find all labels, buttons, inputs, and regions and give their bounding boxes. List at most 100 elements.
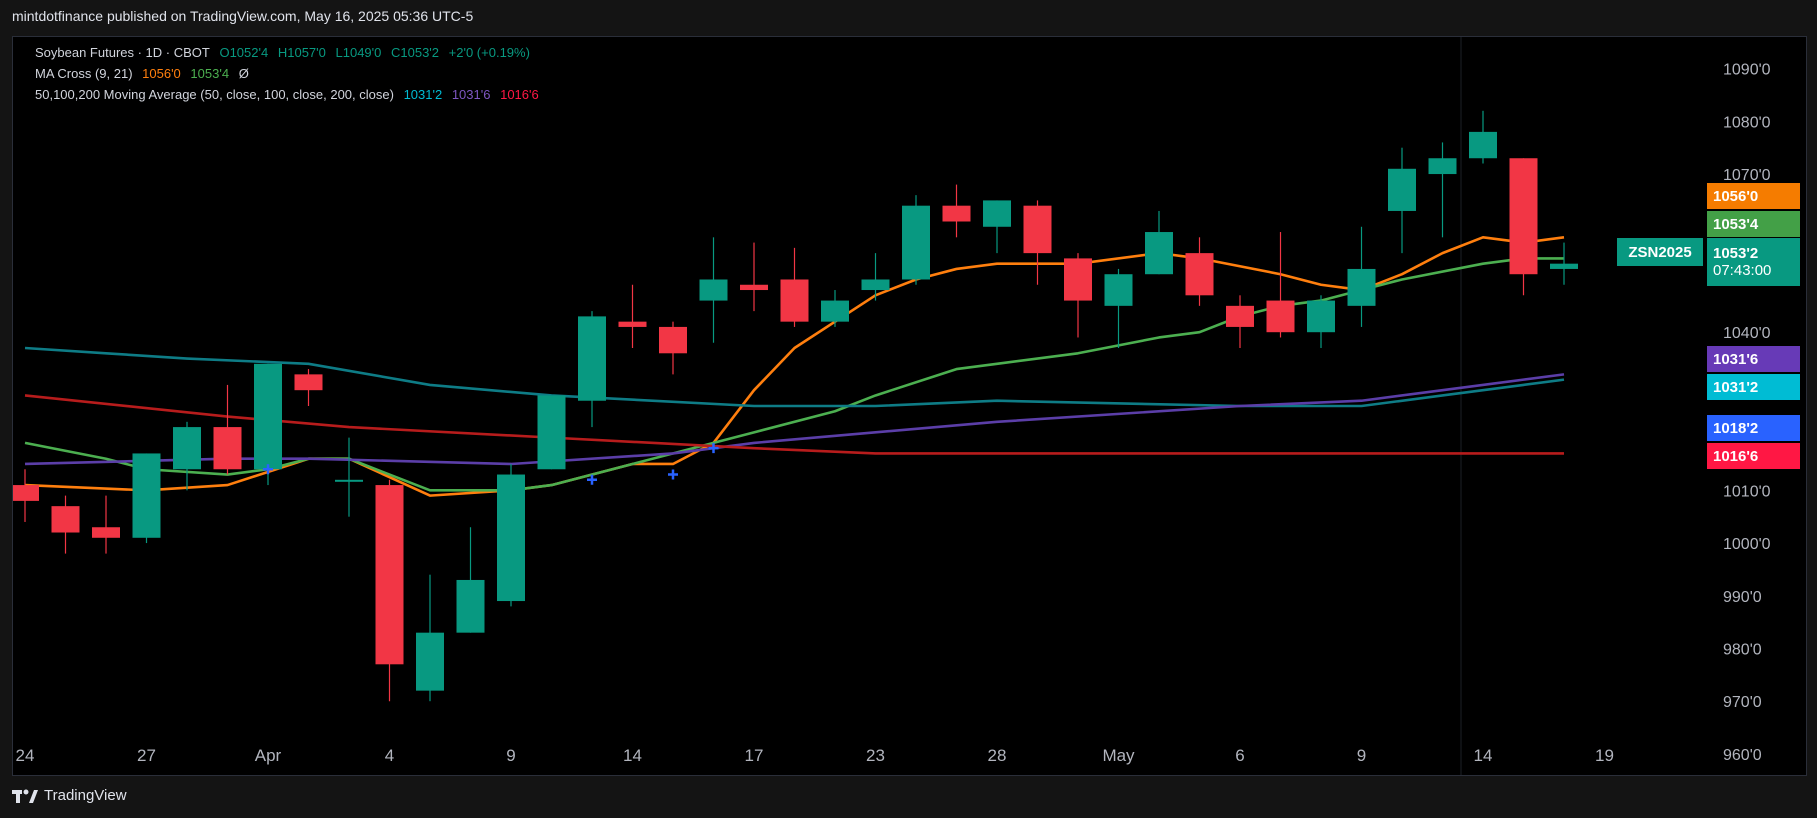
- series-line-ma21: [24, 257, 1564, 492]
- candle-body: [902, 205, 930, 280]
- x-tick-label: 17: [745, 746, 764, 765]
- tradingview-logo-icon: [12, 789, 38, 803]
- candle-body: [983, 200, 1011, 227]
- symbol-tag[interactable]: ZSN2025: [1617, 238, 1703, 266]
- candle-body: [497, 474, 525, 602]
- candle-body: [861, 279, 890, 291]
- candle-body: [132, 453, 161, 538]
- candle-body: [1266, 300, 1295, 333]
- x-tick-label: May: [1102, 746, 1135, 765]
- legend-high: H1057'0: [277, 45, 326, 60]
- footer-brand[interactable]: TradingView: [44, 787, 127, 804]
- legend-ma-v1: 1031'2: [403, 87, 443, 102]
- candle-body: [51, 506, 80, 533]
- candle-body: [1550, 263, 1578, 269]
- y-tick-label: 970'0: [1723, 694, 1762, 711]
- candle-body: [254, 363, 282, 470]
- legend-moving-average-line[interactable]: 50,100,200 Moving Average (50, close, 10…: [35, 87, 545, 102]
- x-tick-label: 19: [1595, 746, 1614, 765]
- candle-body: [659, 326, 687, 354]
- ma-cross-marker: [263, 464, 273, 475]
- candle-body: [780, 279, 809, 322]
- y-tick-label: 960'0: [1723, 747, 1762, 764]
- legend-ma-cross-v3: Ø: [238, 66, 249, 81]
- legend-ma-v2: 1031'6: [451, 87, 491, 102]
- legend-ma-cross-label[interactable]: MA Cross (9, 21): [35, 66, 133, 81]
- candle-body: [1307, 300, 1335, 333]
- legend-ma-cross-v2: 1053'4: [190, 66, 230, 81]
- x-tick-label: 23: [866, 746, 885, 765]
- candle-body: [456, 579, 485, 633]
- legend-ma-cross-line[interactable]: MA Cross (9, 21) 1056'0 1053'4 Ø: [35, 66, 255, 81]
- candle-body: [537, 395, 566, 470]
- ma-cross-marker: [587, 474, 597, 485]
- footer: TradingView: [12, 787, 127, 804]
- candle-body: [1185, 253, 1214, 296]
- candle-body: [92, 527, 120, 538]
- legend-open: O1052'4: [219, 45, 269, 60]
- legend-close: C1053'2: [391, 45, 440, 60]
- candle-body: [821, 300, 849, 322]
- series-line-ma50: [24, 346, 1565, 408]
- candle-body: [1064, 258, 1092, 301]
- candle-body: [578, 316, 606, 401]
- price-tag-ma100: 1031'6: [1707, 346, 1800, 372]
- y-tick-label: 1070'0: [1723, 167, 1771, 184]
- x-tick-label: 14: [1474, 746, 1493, 765]
- legend-ma-label[interactable]: 50,100,200 Moving Average (50, close, 10…: [35, 87, 394, 102]
- price-tag-ma21: 1053'4: [1707, 211, 1800, 237]
- x-tick-label: 27: [137, 746, 156, 765]
- legend-change: +2'0 (+0.19%): [448, 45, 530, 60]
- candle-body: [699, 279, 728, 301]
- candle-body: [13, 485, 39, 501]
- legend-ma-v3: 1016'6: [500, 87, 539, 102]
- chart-svg[interactable]: 960'0 970'0 980'0 990'0 1000'0 1010'0 1040'0 10…: [13, 37, 1806, 775]
- y-tick-label: 1040'0: [1723, 325, 1771, 342]
- publisher-header: mintdotfinance published on TradingView.…: [12, 8, 474, 24]
- x-tick-label: 4: [385, 746, 394, 765]
- y-tick-label: 1090'0: [1723, 62, 1771, 79]
- ma-cross-marker: [668, 469, 678, 480]
- x-tick-label: 6: [1235, 746, 1244, 765]
- y-tick-label: 1000'0: [1723, 536, 1771, 553]
- last-price-tag: 1053'2 07:43:00: [1707, 238, 1800, 286]
- candle-body: [740, 284, 768, 291]
- legend-ma-cross-v1: 1056'0: [142, 66, 181, 81]
- ma-cross-marker: [708, 443, 719, 454]
- x-tick-label: 14: [623, 746, 642, 765]
- candle-body: [618, 321, 647, 327]
- price-tag-ma50: 1031'2: [1707, 374, 1800, 400]
- x-tick-label: 9: [1357, 746, 1366, 765]
- y-tick-label: 980'0: [1723, 641, 1762, 658]
- price-tag-hidden: 1018'2: [1707, 415, 1800, 441]
- candle-body: [1469, 131, 1497, 159]
- last-price: 1053'2: [1713, 245, 1759, 262]
- y-tick-label: 1080'0: [1723, 114, 1771, 131]
- candle-body: [1388, 168, 1416, 211]
- candle-body: [1347, 268, 1376, 306]
- candle-body: [173, 427, 201, 470]
- x-tick-label: Apr: [255, 746, 282, 765]
- candle-body: [1509, 158, 1538, 275]
- bar-countdown: 07:43:00: [1713, 262, 1772, 279]
- y-tick-label: 990'0: [1723, 589, 1762, 606]
- candle-body: [213, 427, 242, 470]
- candle-body: [942, 205, 971, 222]
- x-tick-label: 9: [506, 746, 515, 765]
- chart-area[interactable]: 960'0 970'0 980'0 990'0 1000'0 1010'0 1040'0 10…: [12, 36, 1807, 776]
- candle-body: [335, 479, 363, 482]
- candle-body: [1104, 274, 1133, 306]
- series-line-ma200: [24, 394, 1564, 455]
- legend-symbol-line[interactable]: Soybean Futures · 1D · CBOT O1052'4 H105…: [35, 45, 536, 60]
- candle-body: [416, 632, 444, 691]
- candle-body: [1023, 205, 1052, 254]
- x-tick-label: 28: [988, 746, 1007, 765]
- price-tag-ma9: 1056'0: [1707, 183, 1800, 209]
- x-tick-label: 24: [16, 746, 35, 765]
- legend-low: L1049'0: [335, 45, 382, 60]
- candle-body: [1145, 232, 1173, 275]
- candle-body: [294, 374, 323, 391]
- price-tag-ma200: 1016'6: [1707, 443, 1800, 469]
- legend-title[interactable]: Soybean Futures · 1D · CBOT: [35, 45, 210, 60]
- candle-body: [1428, 158, 1457, 175]
